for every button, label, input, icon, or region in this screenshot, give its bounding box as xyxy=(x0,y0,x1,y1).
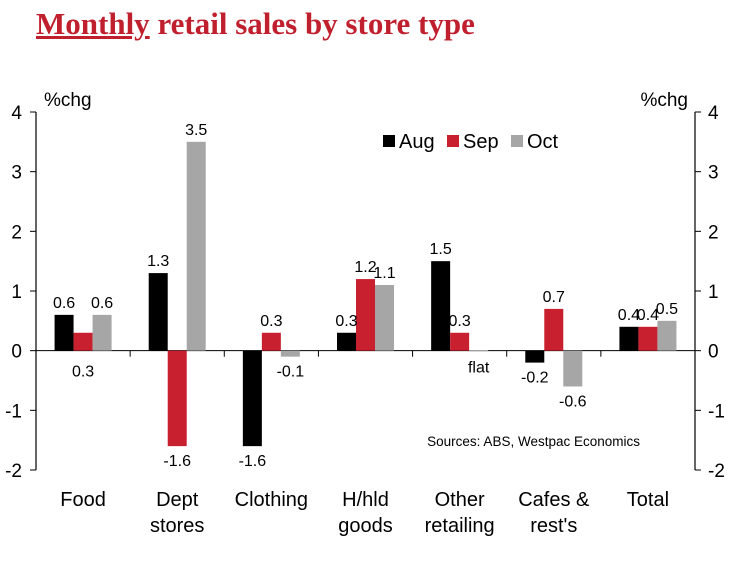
data-label: 0.5 xyxy=(656,301,678,318)
x-category-label: retailing xyxy=(425,515,495,537)
bars xyxy=(54,141,677,447)
bar-sep xyxy=(261,332,281,351)
bar-sep xyxy=(167,350,187,447)
data-label: 0.4 xyxy=(618,307,640,324)
data-label: 0.3 xyxy=(260,313,282,330)
x-category-label: Dept xyxy=(156,489,199,511)
data-label: 1.3 xyxy=(147,253,169,270)
data-label: 3.5 xyxy=(185,122,207,139)
bar-oct xyxy=(563,350,583,387)
legend-swatch-oct xyxy=(511,135,523,147)
bar-aug xyxy=(525,350,545,363)
data-label: -0.1 xyxy=(277,364,305,381)
y-tick-label-left: 4 xyxy=(11,103,22,124)
data-label: 1.5 xyxy=(430,241,452,258)
chart-title: Monthly retail sales by store type xyxy=(36,6,475,42)
data-label: 0.6 xyxy=(91,295,113,312)
data-label: -0.6 xyxy=(559,393,587,410)
y-tick-label-left: 1 xyxy=(11,282,22,303)
y-unit-label-left: %chg xyxy=(44,90,92,111)
y-tick-label-right: -2 xyxy=(708,461,725,482)
bar-sep xyxy=(73,332,93,351)
bar-aug xyxy=(619,326,639,351)
chart-title-underlined: Monthly xyxy=(36,6,150,41)
bar-oct xyxy=(469,350,489,352)
bar-sep xyxy=(356,279,375,351)
bar-sep xyxy=(638,326,658,351)
x-category-label: Total xyxy=(627,489,669,511)
bar-oct xyxy=(186,141,206,351)
bar-sep xyxy=(450,332,470,351)
x-category-label: Clothing xyxy=(235,489,308,511)
y-tick-label-right: -1 xyxy=(708,401,725,422)
bar-aug xyxy=(337,332,356,351)
data-labels: 0.6 0.3 0.6 1.3 -1.6 3.5 -1.6 0.3 -0.1 0.3 1.21.1 1… xyxy=(53,122,678,470)
data-label: flat xyxy=(468,360,490,377)
bar-sep xyxy=(544,308,564,351)
x-category-label: Other xyxy=(435,489,485,511)
data-label: 1.1 xyxy=(373,265,395,282)
y-tick-label-right: 2 xyxy=(708,222,719,243)
y-tick-label-left: 3 xyxy=(11,163,22,184)
y-tick-label-left: -2 xyxy=(5,461,22,482)
bar-oct xyxy=(375,285,394,351)
source-note: Sources: ABS, Westpac Economics xyxy=(427,434,640,449)
data-label: 0.4 xyxy=(637,307,659,324)
y-tick-label-left: -1 xyxy=(5,401,22,422)
data-label: 1.2 xyxy=(354,259,376,276)
legend-label-aug: Aug xyxy=(399,131,435,153)
chart-title-rest: retail sales by store type xyxy=(149,6,475,41)
y-tick-label-right: 0 xyxy=(708,342,719,363)
bar-aug xyxy=(242,350,262,447)
data-label: 0.3 xyxy=(72,364,94,381)
bar-oct xyxy=(657,320,677,351)
y-tick-label-left: 2 xyxy=(11,222,22,243)
legend-swatch-sep xyxy=(447,135,459,147)
y-tick-label-right: 4 xyxy=(708,103,719,124)
bar-aug xyxy=(148,273,168,351)
legend-swatch-aug xyxy=(383,135,395,147)
legend-label-sep: Sep xyxy=(463,131,499,153)
y-tick-label-right: 1 xyxy=(708,282,719,303)
data-label: -1.6 xyxy=(163,453,191,470)
bar-oct xyxy=(92,314,112,351)
legend-label-oct: Oct xyxy=(527,131,559,153)
data-label: 0.3 xyxy=(449,313,471,330)
data-label: 0.7 xyxy=(543,289,565,306)
y-unit-label-right: %chg xyxy=(640,90,688,111)
bar-aug xyxy=(54,314,74,351)
bar-oct xyxy=(280,350,300,357)
y-tick-label-right: 3 xyxy=(708,163,719,184)
x-category-label: stores xyxy=(150,515,204,537)
x-category-label: rest's xyxy=(530,515,577,537)
y-tick-label-left: 0 xyxy=(11,342,22,363)
legend: Aug Sep Oct Sources: ABS, Westpac Economics xyxy=(383,131,640,449)
axes: -2 -2 -1 -1 0 0 1 1 2 2 3 3 4 4 %chg %chg Food Dept stores… xyxy=(5,90,725,537)
x-category-label: goods xyxy=(338,515,393,537)
data-label: 0.6 xyxy=(53,295,75,312)
bar-aug xyxy=(431,261,451,351)
x-category-label: H/hld xyxy=(342,489,389,511)
data-label: -1.6 xyxy=(239,453,267,470)
data-label: -0.2 xyxy=(521,370,549,387)
data-label: 0.3 xyxy=(335,313,357,330)
x-category-label: Cafes & xyxy=(518,489,590,511)
x-category-label: Food xyxy=(60,489,106,511)
